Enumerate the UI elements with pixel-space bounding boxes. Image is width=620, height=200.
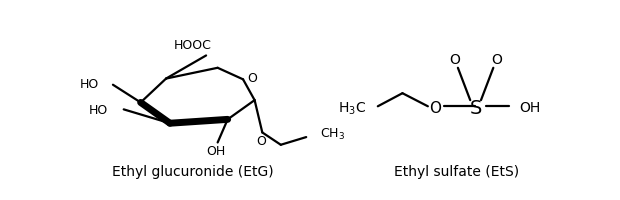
Text: OH: OH [520, 101, 541, 114]
Text: Ethyl glucuronide (EtG): Ethyl glucuronide (EtG) [112, 164, 274, 178]
Text: S: S [470, 98, 482, 117]
Text: HO: HO [89, 103, 108, 116]
Text: HO: HO [80, 77, 99, 90]
Text: OH: OH [206, 144, 226, 157]
Text: Ethyl sulfate (EtS): Ethyl sulfate (EtS) [394, 164, 519, 178]
Text: O: O [450, 52, 460, 66]
Text: HOOC: HOOC [174, 39, 212, 52]
Text: H$_3$C: H$_3$C [338, 100, 366, 116]
Text: O: O [429, 100, 441, 115]
Text: O: O [491, 52, 502, 66]
Text: O: O [247, 72, 257, 85]
Text: O: O [256, 134, 266, 147]
Text: CH$_3$: CH$_3$ [320, 126, 345, 141]
